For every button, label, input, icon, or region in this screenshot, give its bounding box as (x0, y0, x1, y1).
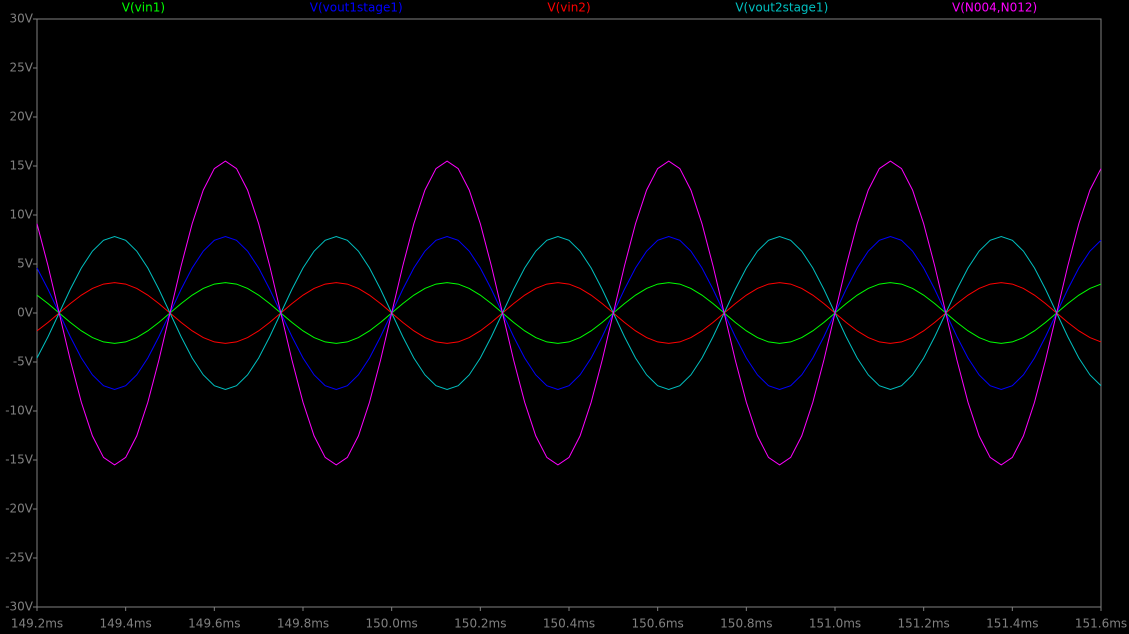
y-tick-label: -15V (5, 453, 34, 467)
x-tick-label: 149.6ms (188, 617, 240, 631)
x-tick-label: 151.2ms (898, 617, 950, 631)
legend-entry: V(vout2stage1) (735, 1, 828, 15)
y-tick-label: -10V (5, 404, 34, 418)
y-tick-label: -20V (5, 502, 34, 516)
y-tick-label: 15V (10, 159, 34, 173)
legend-entry: V(vin1) (122, 1, 165, 15)
legend-entry: V(vout1stage1) (310, 1, 403, 15)
y-tick-label: 30V (10, 12, 34, 26)
series-line (36, 282, 1102, 344)
x-tick-label: 150.0ms (366, 617, 418, 631)
series-line (36, 236, 1102, 390)
x-tick-label: 150.4ms (543, 617, 595, 631)
series-line (36, 282, 1102, 344)
y-tick-label: 20V (10, 110, 34, 124)
y-tick-label: -30V (5, 600, 34, 614)
x-tick-label: 151.6ms (1075, 617, 1127, 631)
series-line (36, 160, 1102, 466)
x-tick-label: 151.0ms (809, 617, 861, 631)
y-tick-label: 0V (17, 306, 34, 320)
series-line (36, 236, 1102, 390)
y-tick-label: 5V (17, 257, 34, 271)
y-tick-label: -25V (5, 551, 34, 565)
y-tick-label: 25V (10, 61, 34, 75)
x-tick-label: 149.8ms (277, 617, 329, 631)
y-tick-label: -5V (13, 355, 34, 369)
legend-entry: V(vin2) (547, 1, 590, 15)
y-tick-label: 10V (10, 208, 34, 222)
legend-entry: V(N004,N012) (952, 1, 1037, 15)
x-tick-label: 149.4ms (100, 617, 152, 631)
x-tick-label: 150.2ms (454, 617, 506, 631)
x-tick-label: 149.2ms (11, 617, 63, 631)
x-tick-label: 151.4ms (986, 617, 1038, 631)
x-tick-label: 150.8ms (720, 617, 772, 631)
x-tick-label: 150.6ms (632, 617, 684, 631)
